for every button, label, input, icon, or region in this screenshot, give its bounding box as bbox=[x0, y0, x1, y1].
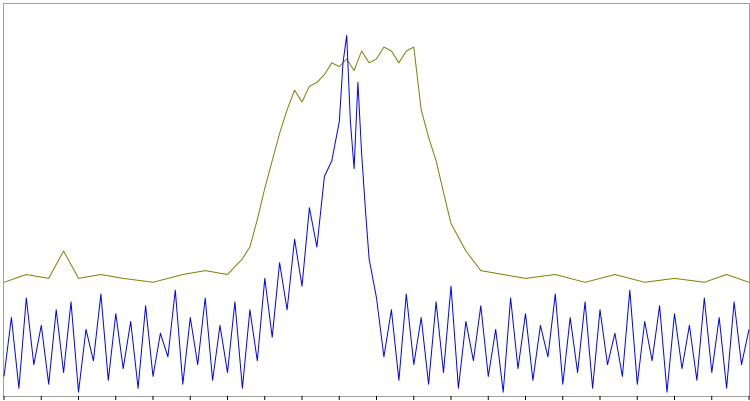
x-axis-ticks bbox=[3, 396, 750, 400]
series-line-1 bbox=[3, 46, 750, 283]
series-line-2 bbox=[3, 34, 750, 393]
plot-border bbox=[3, 3, 750, 397]
series-layer bbox=[3, 34, 750, 393]
